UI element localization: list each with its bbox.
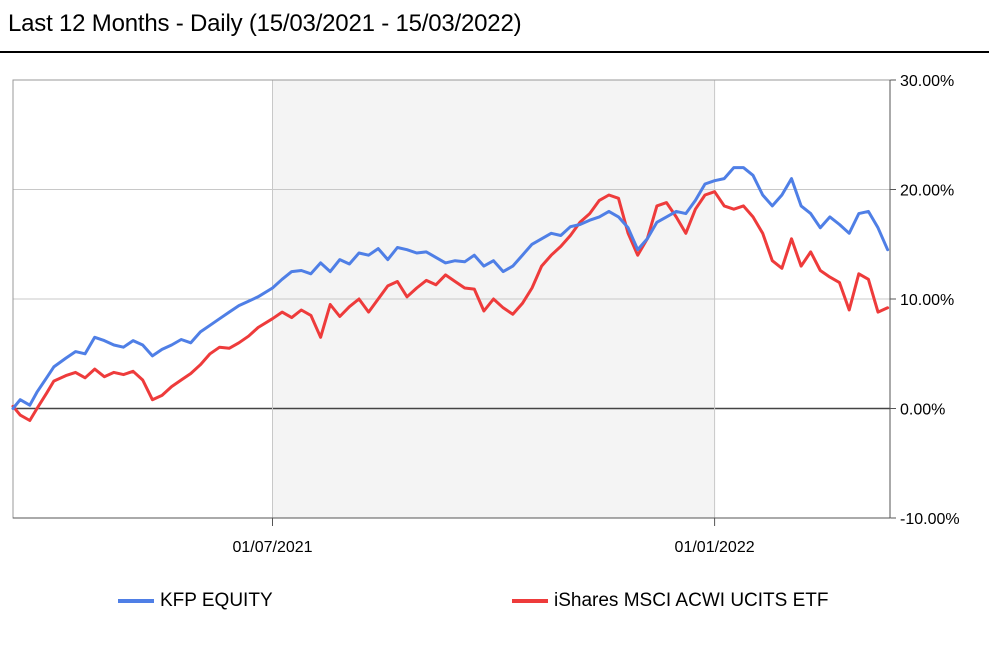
y-tick-label: 30.00%	[900, 73, 954, 90]
y-tick-label: 10.00%	[900, 292, 954, 309]
legend-label: KFP EQUITY	[160, 590, 273, 611]
x-tick-label: 01/01/2022	[675, 539, 755, 556]
legend-swatch	[118, 599, 154, 603]
y-tick-label: 20.00%	[900, 183, 954, 200]
chart-title: Last 12 Months - Daily (15/03/2021 - 15/…	[8, 10, 522, 37]
title-divider	[0, 51, 989, 53]
legend-item-kfp-equity: KFP EQUITY	[118, 590, 273, 612]
y-tick-label: -10.00%	[900, 511, 960, 528]
legend-swatch	[512, 599, 548, 603]
legend-label: iShares MSCI ACWI UCITS ETF	[554, 590, 829, 611]
series-line-ishares-msci-acwi	[11, 190, 890, 422]
x-tick-label: 01/07/2021	[232, 539, 312, 556]
series-line-kfp-equity	[11, 166, 890, 410]
legend-item-ishares-msci-acwi: iShares MSCI ACWI UCITS ETF	[512, 590, 828, 612]
y-tick-label: 0.00%	[900, 402, 945, 419]
